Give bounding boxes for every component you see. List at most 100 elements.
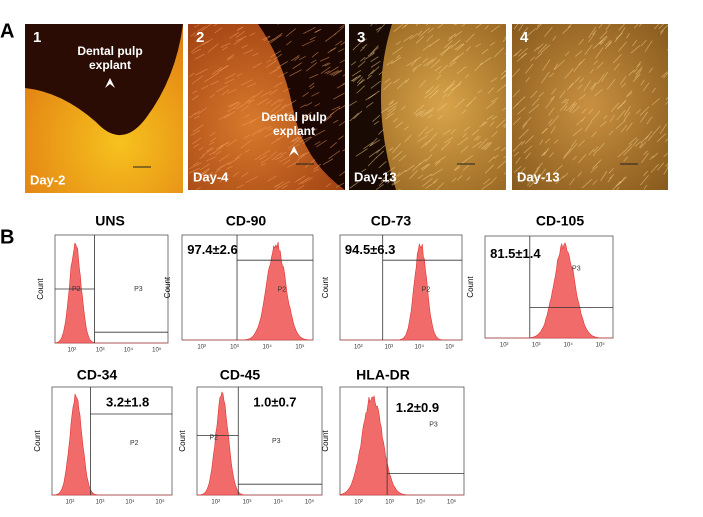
texture <box>367 69 375 77</box>
texture <box>605 24 611 31</box>
texture <box>267 127 273 131</box>
texture <box>513 151 520 157</box>
texture <box>351 70 362 77</box>
texture <box>599 38 604 45</box>
texture <box>305 102 313 107</box>
texture <box>563 147 572 158</box>
texture <box>198 168 210 176</box>
texture <box>462 164 470 171</box>
texture <box>425 180 437 189</box>
texture <box>641 152 649 163</box>
texture <box>281 184 288 189</box>
micrographs <box>25 24 668 193</box>
texture <box>442 129 451 136</box>
texture <box>364 52 375 60</box>
texture <box>375 26 382 31</box>
texture <box>313 168 319 172</box>
texture <box>608 130 614 136</box>
x-tick-label: 10⁴ <box>564 342 574 349</box>
texture <box>437 103 448 111</box>
texture <box>274 130 284 136</box>
texture <box>479 121 488 128</box>
x-tick-label: 10⁵ <box>445 344 455 351</box>
texture <box>591 159 602 170</box>
texture <box>224 73 236 80</box>
texture <box>190 46 199 53</box>
texture <box>530 90 538 99</box>
texture <box>663 152 668 158</box>
texture <box>541 151 546 157</box>
texture <box>593 40 603 49</box>
texture <box>537 168 547 180</box>
texture <box>606 78 616 90</box>
texture <box>409 170 418 180</box>
texture <box>333 119 339 124</box>
texture <box>503 172 506 175</box>
texture <box>525 76 530 83</box>
texture <box>192 124 204 133</box>
texture <box>224 78 235 84</box>
texture <box>206 147 213 152</box>
x-tick-label: 10³ <box>243 500 252 506</box>
gate-label: P2 <box>72 286 81 293</box>
texture <box>322 158 334 166</box>
texture <box>270 103 282 113</box>
texture <box>619 76 627 85</box>
texture <box>621 82 627 88</box>
histogram-title: CD-45 <box>220 367 261 383</box>
texture <box>227 107 235 113</box>
x-tick-label: 10² <box>500 343 509 349</box>
texture <box>475 24 482 29</box>
texture <box>309 85 315 90</box>
texture <box>482 141 492 150</box>
x-tick-label: 10² <box>211 500 220 506</box>
annotation: Dental pulp <box>77 44 142 58</box>
texture <box>634 68 643 79</box>
texture <box>289 69 302 77</box>
texture <box>588 148 595 156</box>
texture <box>419 27 431 37</box>
texture <box>525 152 531 160</box>
texture <box>600 36 608 45</box>
texture <box>360 46 365 52</box>
texture <box>626 90 633 97</box>
texture <box>522 122 528 129</box>
texture <box>604 39 612 47</box>
texture <box>422 57 429 63</box>
texture <box>596 142 605 152</box>
texture <box>438 64 448 74</box>
texture <box>290 54 300 62</box>
texture <box>261 35 270 41</box>
texture <box>461 109 467 115</box>
texture <box>254 155 262 161</box>
texture <box>396 54 401 59</box>
texture <box>664 101 668 105</box>
texture <box>453 166 461 172</box>
texture <box>274 186 280 190</box>
texture <box>235 30 245 38</box>
texture <box>517 47 528 57</box>
texture <box>316 140 327 148</box>
texture <box>336 83 345 89</box>
texture <box>522 116 532 127</box>
texture <box>559 101 569 111</box>
texture <box>626 143 633 150</box>
texture <box>392 150 403 160</box>
texture <box>324 62 331 67</box>
texture <box>221 88 230 96</box>
texture <box>535 24 542 30</box>
texture <box>578 139 586 147</box>
texture <box>448 33 457 39</box>
texture <box>494 146 500 151</box>
texture <box>286 161 299 168</box>
texture <box>406 61 413 67</box>
texture <box>424 107 434 115</box>
texture <box>241 99 252 107</box>
gate-label: P3 <box>134 286 143 293</box>
texture <box>195 68 208 76</box>
texture <box>453 31 463 38</box>
y-axis-label: Count <box>321 430 330 452</box>
texture <box>301 39 315 47</box>
histogram <box>54 242 168 344</box>
texture <box>412 68 417 72</box>
